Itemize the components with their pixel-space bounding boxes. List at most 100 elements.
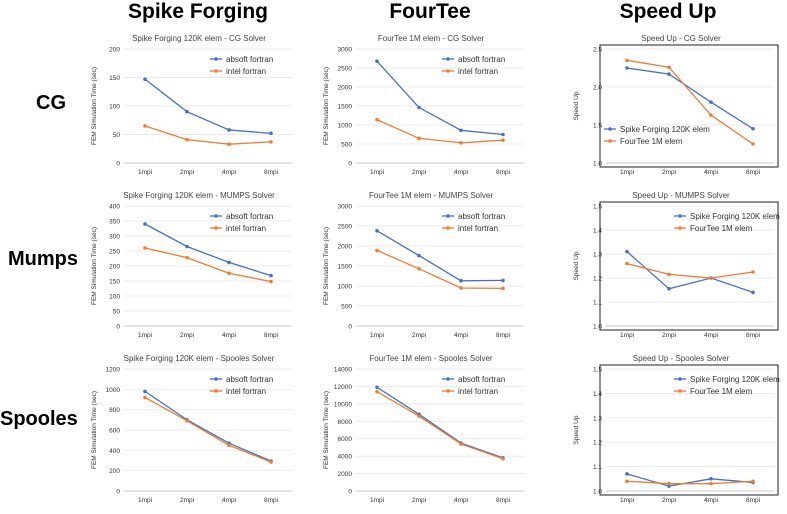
y-tick-label: 2.0 — [593, 85, 602, 92]
legend-marker — [214, 389, 218, 393]
x-tick-label: 2mpi — [412, 332, 426, 339]
x-tick-label: 4mpi — [454, 332, 468, 339]
data-point — [375, 59, 379, 63]
x-tick-label: 8mpi — [264, 169, 278, 176]
data-point — [417, 136, 421, 141]
data-point — [751, 479, 755, 484]
legend-label: Spike Forging 120K elem — [690, 212, 780, 221]
legend-marker — [446, 57, 450, 61]
y-tick-label: 2500 — [338, 224, 353, 231]
row-header-mumps: Mumps — [8, 248, 78, 270]
y-tick-label: 1200 — [106, 367, 121, 374]
legend-label: FourTee 1M elem — [620, 137, 683, 146]
legend-marker — [446, 69, 450, 73]
legend-label: absoft fortran — [226, 212, 273, 221]
y-tick-label: 2500 — [338, 66, 353, 73]
plot-frame — [599, 201, 779, 331]
y-tick-label: 100 — [109, 104, 120, 111]
x-tick-label: 2mpi — [180, 169, 194, 176]
legend-label: absoft fortran — [226, 55, 273, 64]
y-axis-label: FEM Simulation Time (sec) — [91, 391, 98, 469]
data-point — [143, 246, 147, 250]
y-tick-label: 1.0 — [593, 161, 602, 168]
x-tick-label: 1mpi — [620, 332, 634, 339]
chart-spooles-spike-forging: Spike Forging 120K elem - Spooles Solver… — [91, 354, 292, 504]
y-tick-label: 0 — [116, 161, 120, 168]
chart-mumps-speed-up: Speed Up - MUMPS Solver 1.0 1.1 1.2 1.3 1.4 1.… — [573, 191, 780, 339]
series-line-b — [376, 391, 504, 460]
y-tick-label: 4000 — [338, 454, 353, 461]
data-point — [459, 286, 463, 290]
data-point — [625, 66, 629, 70]
series-line-a — [626, 473, 754, 487]
y-tick-label: 200 — [109, 47, 120, 54]
data-point — [501, 278, 505, 283]
x-tick-label: 4mpi — [454, 169, 468, 176]
series-line-b — [144, 396, 272, 463]
y-tick-label: 10000 — [334, 401, 352, 408]
x-tick-label: 2mpi — [662, 169, 676, 176]
data-point — [185, 109, 189, 114]
y-tick-label: 1.2 — [593, 440, 602, 447]
x-tick-label: 8mpi — [264, 332, 278, 339]
x-tick-label: 1mpi — [370, 332, 384, 339]
y-tick-label: 150 — [109, 279, 120, 286]
y-tick-label: 3000 — [338, 204, 353, 211]
chart-mumps-fourtee: FourTee 1M elem - MUMPS Solver 0 500 1000 15… — [323, 191, 524, 339]
row-header-spooles: Spooles — [0, 408, 78, 430]
chart-title: FourTee 1M elem - Spooles Solver — [369, 354, 493, 363]
x-tick-label: 8mpi — [496, 169, 510, 176]
legend-label: absoft fortran — [458, 55, 505, 64]
plot-frame — [599, 44, 779, 168]
y-tick-label: 250 — [109, 249, 120, 256]
data-point — [667, 287, 671, 291]
data-point — [269, 140, 273, 144]
x-tick-label: 1mpi — [620, 169, 634, 176]
y-tick-label: 1000 — [106, 387, 121, 394]
legend-label: absoft fortran — [458, 212, 505, 221]
legend-marker — [608, 127, 612, 131]
y-tick-label: 1.5 — [593, 204, 602, 211]
legend-marker — [678, 214, 682, 218]
chart-spooles-speed-up: Speed Up - Spooles Solver 1.0 1.1 1.2 1.3 1.4… — [573, 354, 780, 504]
legend-marker — [678, 377, 682, 381]
data-point — [417, 105, 421, 110]
x-tick-label: 2mpi — [180, 497, 194, 504]
y-tick-label: 1.3 — [593, 252, 602, 259]
y-tick-label: 100 — [109, 294, 120, 301]
x-tick-label: 4mpi — [704, 497, 718, 504]
chart-title: Speed Up - Spooles Solver — [633, 354, 730, 363]
y-axis-label: Speed Up — [573, 251, 580, 280]
y-tick-label: 8000 — [338, 419, 353, 426]
y-tick-label: 1.0 — [593, 324, 602, 331]
series-line-a — [376, 60, 504, 136]
data-point — [269, 131, 273, 136]
data-point — [417, 253, 421, 258]
data-point — [185, 137, 189, 142]
data-point — [459, 279, 463, 283]
legend-marker — [678, 226, 682, 230]
chart-title: Spike Forging 120K elem - CG Solver — [132, 34, 266, 43]
data-point — [143, 124, 147, 128]
y-tick-label: 0 — [348, 161, 352, 168]
x-tick-label: 8mpi — [746, 497, 760, 504]
x-tick-label: 8mpi — [496, 332, 510, 339]
y-axis-label: FEM Simulation Time (sec) — [91, 227, 98, 305]
y-tick-label: 1.1 — [593, 464, 602, 471]
data-point — [751, 127, 755, 131]
y-tick-label: 3000 — [338, 47, 353, 54]
y-axis-label: FEM Simulation Time (sec) — [91, 67, 98, 145]
series-line-a — [376, 386, 504, 459]
legend-label: Spike Forging 120K elem — [690, 375, 780, 384]
data-point — [227, 443, 231, 448]
x-tick-label: 1mpi — [370, 169, 384, 176]
legend-label: FourTee 1M elem — [690, 387, 753, 396]
column-header-fourtee: FourTee — [389, 0, 471, 23]
legend-marker — [214, 57, 218, 61]
y-tick-label: 400 — [109, 448, 120, 455]
data-point — [185, 255, 189, 260]
y-tick-label: 1.4 — [593, 391, 602, 398]
x-tick-label: 2mpi — [662, 332, 676, 339]
x-tick-label: 1mpi — [370, 497, 384, 504]
data-point — [375, 117, 379, 122]
